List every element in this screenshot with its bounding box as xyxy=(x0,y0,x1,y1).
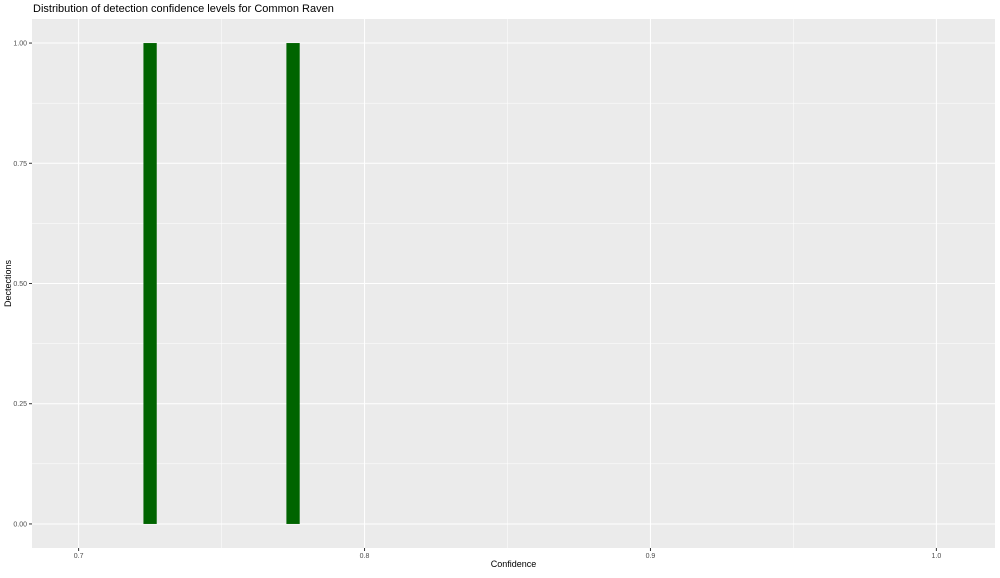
x-axis: 0.7 0.8 0.9 1.0 xyxy=(74,548,942,560)
y-tick-label: 0.25 xyxy=(13,401,27,408)
major-gridlines xyxy=(32,19,995,548)
x-axis-label: Confidence xyxy=(491,559,537,569)
x-tick-label: 1.0 xyxy=(932,553,942,560)
y-tick-label: 0.50 xyxy=(13,281,27,288)
x-tick-label: 0.7 xyxy=(74,553,84,560)
histogram-bar xyxy=(286,43,300,524)
y-tick-label: 0.00 xyxy=(13,521,27,528)
chart-title: Distribution of detection confidence lev… xyxy=(33,3,334,15)
x-tick-label: 0.8 xyxy=(360,553,370,560)
histogram-bar xyxy=(143,43,157,524)
y-axis: 0.00 0.25 0.50 0.75 1.00 xyxy=(13,41,32,528)
y-axis-label: Dectections xyxy=(3,259,13,307)
y-tick-label: 1.00 xyxy=(13,41,27,48)
y-tick-label: 0.75 xyxy=(13,161,27,168)
x-tick-label: 0.9 xyxy=(646,553,656,560)
bars xyxy=(143,43,300,524)
